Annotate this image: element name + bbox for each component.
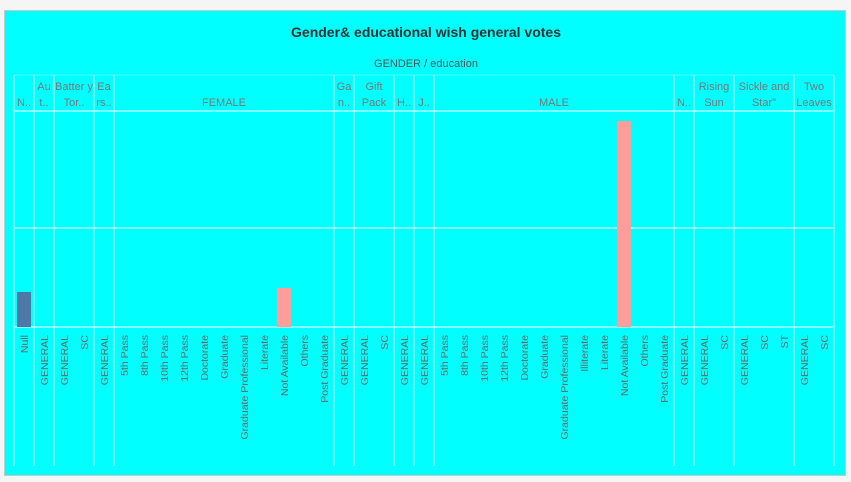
group-label: Two Leaves (796, 81, 832, 109)
x-tick-label: Illiterate (579, 335, 591, 372)
x-tick-label: Graduate Professional (559, 335, 571, 439)
chart-panel: Gender& educational wish general votes G… (4, 10, 846, 476)
x-tick-label: GENERAL (359, 335, 371, 385)
x-tick-label: GENERAL (699, 335, 711, 385)
column-header: GENDER / education (374, 58, 478, 70)
x-tick-label: Others (639, 335, 651, 367)
x-tick-label: GENERAL (419, 335, 431, 385)
x-tick-label: Not Available (619, 335, 631, 396)
x-tick-label: GENERAL (739, 335, 751, 385)
x-tick-label: Graduate (219, 335, 231, 379)
group-label: Ga n.. (337, 81, 353, 109)
group-label: Rising Sun (699, 81, 730, 109)
chart-title: Gender& educational wish general votes (291, 24, 561, 40)
x-tick-label: SC (719, 335, 731, 350)
group-label: FEMALE (202, 97, 246, 109)
x-tick-label: Post Graduate (659, 335, 671, 403)
group-label: Sickle and Star" (739, 81, 790, 109)
group-label: Gift Pack (362, 81, 387, 109)
x-tick-label: Null (19, 335, 31, 353)
x-tick-label: 12th Pass (499, 335, 511, 382)
x-tick-label: GENERAL (99, 335, 111, 385)
x-tick-label: Graduate (539, 335, 551, 379)
grid-layer (13, 74, 835, 466)
x-tick-label: Graduate Professional (239, 335, 251, 439)
group-label: Au t.. (37, 81, 50, 109)
x-tick-label: GENERAL (59, 335, 71, 385)
x-tick-label: Post Graduate (319, 335, 331, 403)
x-tick-label: SC (379, 335, 391, 350)
x-tick-label: 5th Pass (439, 335, 451, 376)
group-label: MALE (539, 97, 569, 109)
x-tick-label: Doctorate (199, 335, 211, 381)
chart-svg: Gender& educational wish general votes G… (13, 24, 835, 466)
x-tick-label: SC (79, 335, 91, 350)
x-tick-label: GENERAL (799, 335, 811, 385)
x-tick-label: ST (779, 334, 791, 348)
x-tick-label: SC (759, 335, 771, 350)
group-label: J.. (418, 97, 430, 109)
x-tick-label: 12th Pass (179, 335, 191, 382)
x-tick-label: Literate (259, 335, 271, 370)
bar-layer (17, 121, 631, 327)
x-tick-label: 5th Pass (119, 335, 131, 376)
x-tick-label: SC (819, 335, 831, 350)
bar[interactable] (17, 291, 31, 327)
group-label: N.. (677, 97, 691, 109)
x-tick-label: Others (299, 335, 311, 367)
x-tick-label: Not Available (279, 335, 291, 396)
group-label: Ea rs.. (96, 81, 111, 109)
x-tick-label: 8th Pass (139, 335, 151, 376)
group-label: H.. (397, 97, 411, 109)
x-tick-label: Literate (599, 335, 611, 370)
x-tick-label: GENERAL (399, 335, 411, 385)
x-tick-label: 8th Pass (459, 335, 471, 376)
x-tick-label: GENERAL (39, 335, 51, 385)
group-label: Batter y Tor.. (55, 81, 93, 109)
group-header-layer: N.. Au t.. Batter y Tor..Ea rs.. FEMALE Ga n.. Gi… (17, 81, 832, 109)
x-tick-label: GENERAL (679, 335, 691, 385)
x-tick-label: 10th Pass (479, 335, 491, 382)
x-tick-label: Doctorate (519, 335, 531, 381)
group-label: N.. (17, 97, 31, 109)
bar[interactable] (277, 287, 291, 327)
bar[interactable] (617, 121, 631, 327)
x-tick-label: GENERAL (339, 335, 351, 385)
x-tick-label: 10th Pass (159, 335, 171, 382)
x-tick-layer: Null GENERAL GENERAL SC GENERAL 5th Pass 8th P… (19, 334, 831, 439)
